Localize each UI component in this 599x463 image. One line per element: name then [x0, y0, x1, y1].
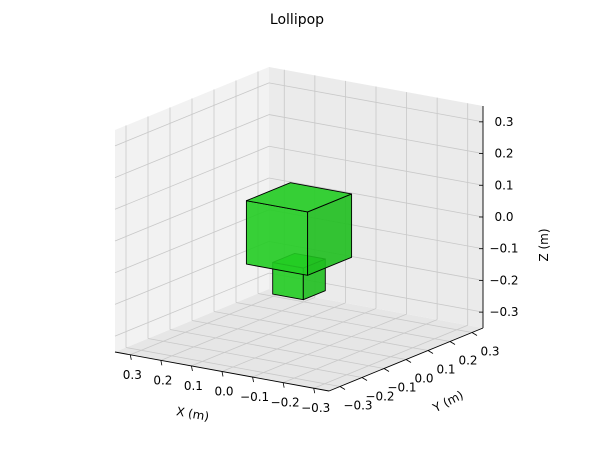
x-tick-label: −0.3	[301, 401, 330, 415]
y-tick-label: 0.3	[480, 345, 499, 359]
z-tick-label: −0.2	[489, 273, 518, 287]
x-tick-mark	[160, 360, 163, 366]
lollipop-boxes	[245, 182, 353, 301]
y-tick-mark	[339, 386, 346, 390]
grid-line-y-floor	[235, 302, 451, 342]
grid-line-y-floor	[169, 329, 385, 369]
z-tick-label: 0.2	[494, 147, 513, 161]
axis-edges	[114, 106, 484, 394]
y-tick-mark	[449, 341, 456, 345]
y-axis-label: Y (m)	[430, 388, 466, 416]
y-tick-label: −0.2	[365, 390, 394, 404]
grid-line-y-floor	[257, 293, 473, 333]
y-tick-label: −0.1	[387, 381, 416, 395]
box-body	[245, 182, 353, 276]
x-tick-mark	[129, 354, 132, 360]
x-tick-mark	[313, 388, 316, 394]
x-tick-label: 0.0	[214, 385, 233, 399]
grid-line-z-left	[114, 177, 270, 242]
z-tick-label: −0.1	[489, 242, 518, 256]
grid-line-z-left	[114, 272, 270, 337]
y-tick-mark	[427, 350, 434, 354]
chart-title: Lollipop	[270, 12, 324, 28]
y-tick-label: 0.1	[436, 363, 455, 377]
tick-labels: −0.3−0.2−0.10.00.10.20.3−0.3−0.2−0.10.00…	[123, 115, 519, 415]
grid-line-y-floor	[125, 347, 341, 387]
grid-line-z-left	[114, 209, 270, 274]
x-tick-mark	[252, 376, 254, 383]
body-face-top	[245, 182, 353, 213]
x-tick-label: −0.1	[240, 390, 269, 404]
grid-line-y-floor	[213, 311, 429, 351]
grid-line-y-floor	[191, 320, 407, 360]
x-tick-label: 0.3	[123, 368, 142, 382]
z-tick-label: 0.1	[494, 178, 513, 192]
y-tick-mark	[405, 359, 412, 363]
grid-line-z-left	[114, 114, 270, 178]
y-tick-label: 0.2	[458, 354, 477, 368]
grid-line-z-right	[268, 82, 484, 123]
y-tick-mark	[471, 332, 478, 336]
grid-line-z-left	[114, 145, 270, 210]
y-tick-mark	[383, 368, 390, 372]
grid-line-z-right	[268, 177, 484, 218]
y-tick-label: 0.0	[414, 372, 433, 386]
z-tick-label: 0.3	[494, 115, 513, 129]
grid-line-z-right	[268, 114, 484, 154]
x-tick-label: 0.1	[184, 379, 203, 393]
x-axis-label: X (m)	[175, 404, 210, 424]
body-face-front	[245, 200, 309, 276]
x-tick-label: 0.2	[153, 373, 172, 387]
x-tick-mark	[191, 365, 193, 372]
x-tick-mark	[221, 371, 224, 377]
z-tick-label: −0.3	[489, 305, 518, 319]
grid-line-z-left	[114, 241, 270, 305]
x-tick-mark	[282, 382, 285, 388]
grid-line-y-floor	[147, 338, 363, 378]
grid-line-z-left	[114, 82, 270, 147]
z-axis-label: Z (m)	[537, 228, 551, 261]
x-tick-label: −0.2	[271, 396, 300, 410]
y-tick-label: −0.3	[343, 399, 372, 413]
y-tick-mark	[361, 377, 368, 381]
grid-line-z-right	[268, 145, 484, 186]
z-tick-label: 0.0	[494, 210, 513, 224]
